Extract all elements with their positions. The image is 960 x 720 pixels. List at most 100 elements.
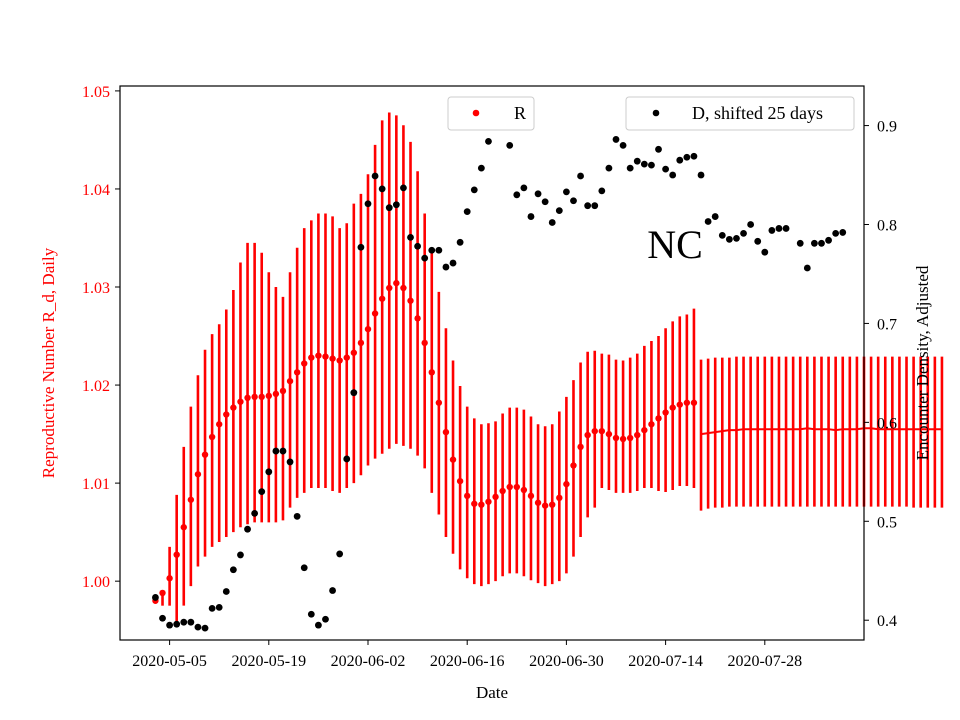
x-tick-label: 2020-05-05 [132, 653, 207, 670]
r-point [378, 295, 386, 302]
d-point [407, 233, 414, 241]
d-point [676, 156, 684, 164]
r-point [223, 411, 230, 418]
x-tick-label: 2020-05-19 [231, 653, 306, 670]
r-line-layer [700, 427, 942, 436]
d-point [237, 551, 244, 559]
y-axis-left-label: Reproductive Number R_d, Daily [39, 247, 58, 478]
d-point [548, 219, 556, 226]
r-point [442, 428, 450, 436]
r-point [272, 390, 280, 398]
d-point [385, 204, 393, 212]
r-point [315, 352, 322, 359]
y-right-tick-label: 0.9 [877, 119, 897, 136]
r-point [216, 421, 223, 428]
r-point [513, 483, 520, 491]
d-point [456, 238, 464, 246]
r-point [563, 480, 570, 488]
r-point [534, 499, 542, 506]
r-line [700, 427, 942, 436]
r-point [591, 427, 598, 435]
y-right-tick-label: 0.8 [877, 218, 897, 235]
d-point [307, 610, 315, 618]
d-point [577, 172, 584, 180]
d-point [683, 153, 691, 161]
r-point [308, 354, 315, 361]
d-point [159, 614, 166, 622]
r-point [676, 401, 683, 408]
r-point [258, 393, 265, 401]
r-point [201, 451, 209, 458]
r-point [570, 462, 577, 469]
r-point [386, 284, 393, 292]
r-point [612, 434, 620, 442]
d-point [229, 566, 237, 574]
d-point [803, 264, 811, 272]
d-point [414, 242, 421, 250]
r-point [655, 415, 662, 422]
d-point [286, 458, 294, 466]
y-left-tick-label: 1.05 [82, 84, 110, 101]
r-point [407, 297, 414, 304]
d-point [322, 615, 329, 623]
d-point [485, 138, 492, 145]
d-point [584, 202, 592, 210]
y-left-tick-label: 1.00 [82, 574, 110, 591]
x-tick-label: 2020-06-30 [529, 653, 604, 670]
r-point [584, 431, 591, 439]
r-point [428, 369, 435, 376]
d-point [364, 200, 372, 208]
r-point [371, 310, 379, 317]
r-point [492, 493, 499, 501]
d-point [747, 221, 755, 228]
d-point [201, 624, 209, 632]
d-point [208, 604, 216, 612]
d-point [839, 229, 847, 236]
d-point [768, 227, 776, 234]
d-point [279, 447, 287, 455]
d-point [215, 603, 223, 611]
d-point [711, 213, 719, 220]
d-point [669, 171, 677, 179]
d-point [818, 239, 825, 247]
d-point [222, 588, 230, 595]
d-point [655, 145, 662, 153]
r-point [293, 369, 301, 376]
r-point [641, 426, 648, 434]
r-point [435, 399, 443, 406]
d-point [378, 185, 386, 193]
d-point [598, 187, 606, 195]
d-point [733, 234, 740, 242]
r-point [605, 430, 613, 438]
r-point [329, 355, 336, 362]
d-point [612, 136, 620, 143]
legend-r-box [447, 96, 535, 131]
data-points-layer [152, 106, 847, 632]
r-point [357, 339, 365, 347]
d-point [506, 141, 514, 149]
r-point [478, 501, 485, 508]
d-point [648, 161, 655, 169]
r-point [237, 398, 244, 405]
legend-d-box [625, 96, 855, 131]
r-point [230, 404, 237, 411]
d-point [626, 164, 634, 172]
y-right-tick-label: 0.6 [877, 415, 897, 432]
x-tick-label: 2020-06-02 [331, 653, 406, 670]
r-point [187, 496, 195, 503]
d-point [336, 550, 344, 558]
d-point [265, 468, 273, 476]
d-point [605, 164, 613, 172]
d-point [775, 225, 783, 232]
r-point [648, 421, 655, 428]
d-point [591, 202, 599, 210]
d-point [166, 621, 174, 629]
r-point [456, 477, 464, 485]
r-point [527, 492, 535, 500]
r-point [336, 357, 343, 364]
d-point [690, 152, 698, 160]
d-point [251, 509, 259, 517]
d-point [513, 191, 521, 199]
d-point [428, 246, 436, 254]
y-right-tick-label: 0.5 [877, 514, 897, 531]
